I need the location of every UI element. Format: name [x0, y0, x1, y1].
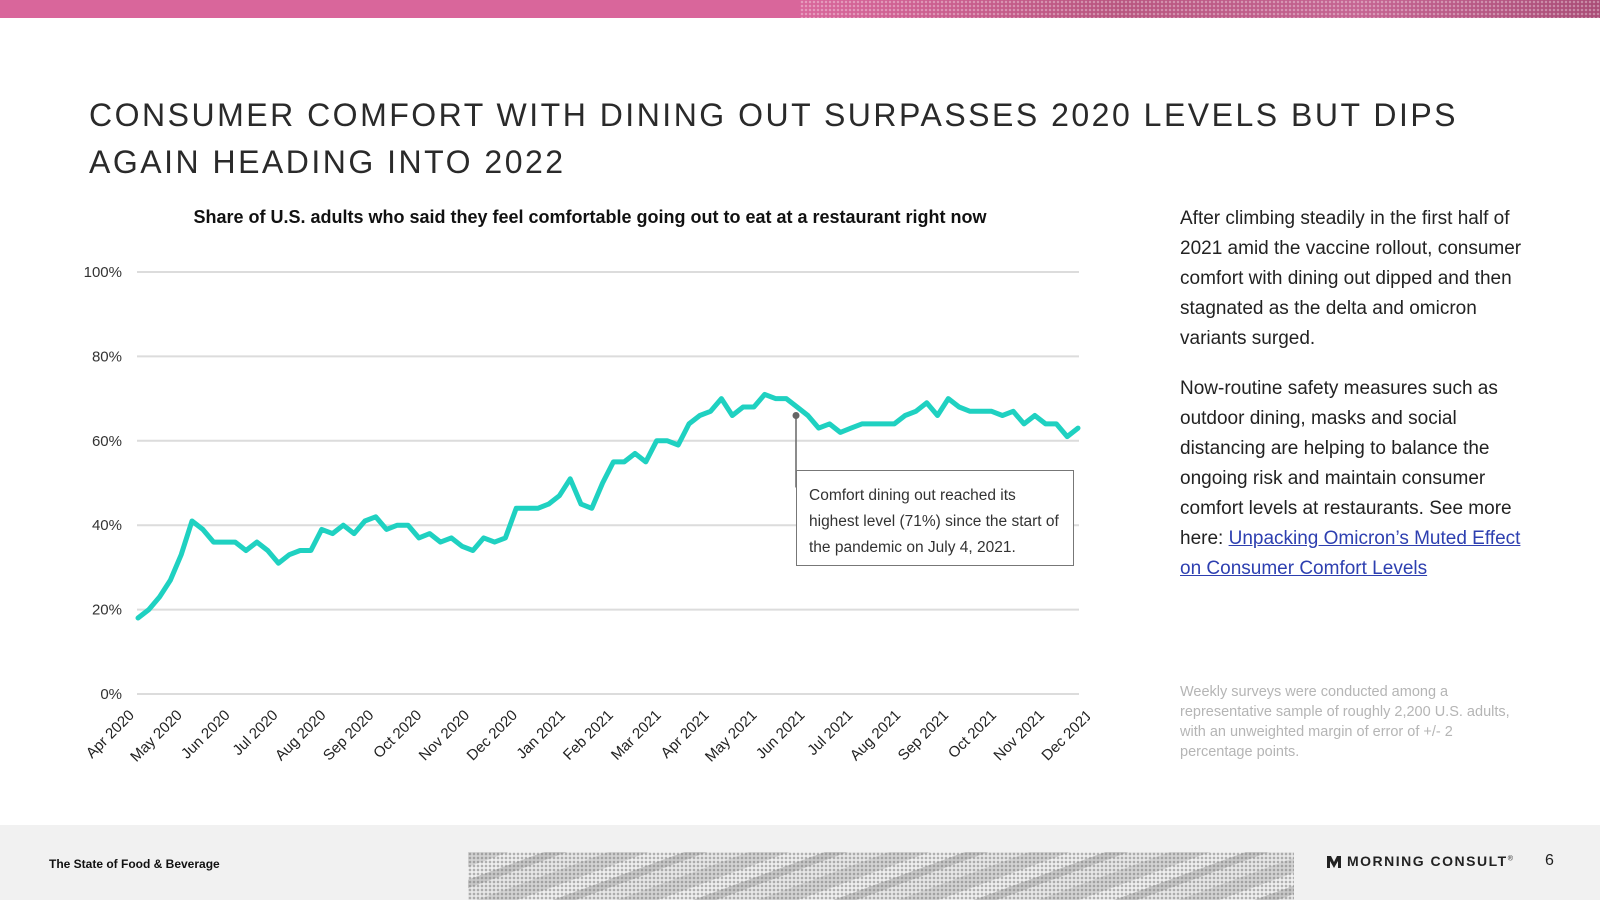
footer-report-title: The State of Food & Beverage: [49, 857, 220, 871]
x-tick-label: Aug 2021: [847, 707, 904, 764]
annotation-marker: [792, 411, 800, 419]
x-tick-label: Aug 2020: [272, 707, 329, 764]
x-tick-label: Jun 2021: [753, 707, 809, 763]
omicron-article-link[interactable]: Unpacking Omicron’s Muted Effect on Cons…: [1180, 528, 1521, 579]
top-pattern-banner: [800, 0, 1600, 18]
x-tick-label: Sep 2021: [895, 707, 952, 764]
logo-registered-mark: ®: [1507, 855, 1515, 863]
page-number: 6: [1545, 852, 1554, 869]
x-tick-label: Dec 2021: [1038, 707, 1090, 764]
x-tick-label: Dec 2020: [464, 707, 521, 764]
commentary-paragraph-2: Now-routine safety measures such as outd…: [1180, 374, 1525, 584]
x-tick-label: Jan 2021: [513, 707, 569, 763]
page-title: CONSUMER COMFORT WITH DINING OUT SURPASS…: [89, 97, 1459, 180]
annotation-text: Comfort dining out reached its highest l…: [809, 487, 1059, 556]
commentary-paragraph-2-text: Now-routine safety measures such as outd…: [1180, 378, 1512, 549]
y-tick-label: 100%: [84, 264, 122, 281]
x-tick-label: May 2020: [127, 707, 186, 766]
morning-consult-logo: MORNING CONSULT®: [1326, 853, 1514, 869]
x-tick-label: Sep 2020: [320, 707, 377, 764]
x-tick-label: May 2021: [702, 707, 761, 766]
series-line: [135, 391, 1081, 621]
x-tick-label: Nov 2020: [416, 707, 473, 764]
y-tick-label: 80%: [92, 348, 122, 365]
y-tick-label: 20%: [92, 602, 122, 619]
x-tick-label: Mar 2021: [608, 707, 665, 764]
footer-pattern-banner: [468, 852, 1294, 900]
chart-annotation-box: Comfort dining out reached its highest l…: [796, 470, 1074, 566]
logo-text: MORNING CONSULT: [1347, 853, 1508, 869]
commentary-paragraph-1: After climbing steadily in the first hal…: [1180, 208, 1522, 349]
chart-title: Share of U.S. adults who said they feel …: [193, 207, 987, 227]
methodology-note: Weekly surveys were conducted among a re…: [1180, 684, 1510, 760]
side-commentary: After climbing steadily in the first hal…: [1180, 204, 1525, 604]
x-tick-label: Feb 2021: [560, 707, 617, 764]
y-tick-label: 60%: [92, 433, 122, 450]
morning-consult-logo-icon: [1327, 856, 1341, 868]
x-tick-label: Jun 2020: [178, 707, 234, 763]
y-tick-label: 0%: [100, 686, 122, 703]
x-tick-label: Nov 2021: [990, 707, 1047, 764]
y-tick-label: 40%: [92, 517, 122, 534]
